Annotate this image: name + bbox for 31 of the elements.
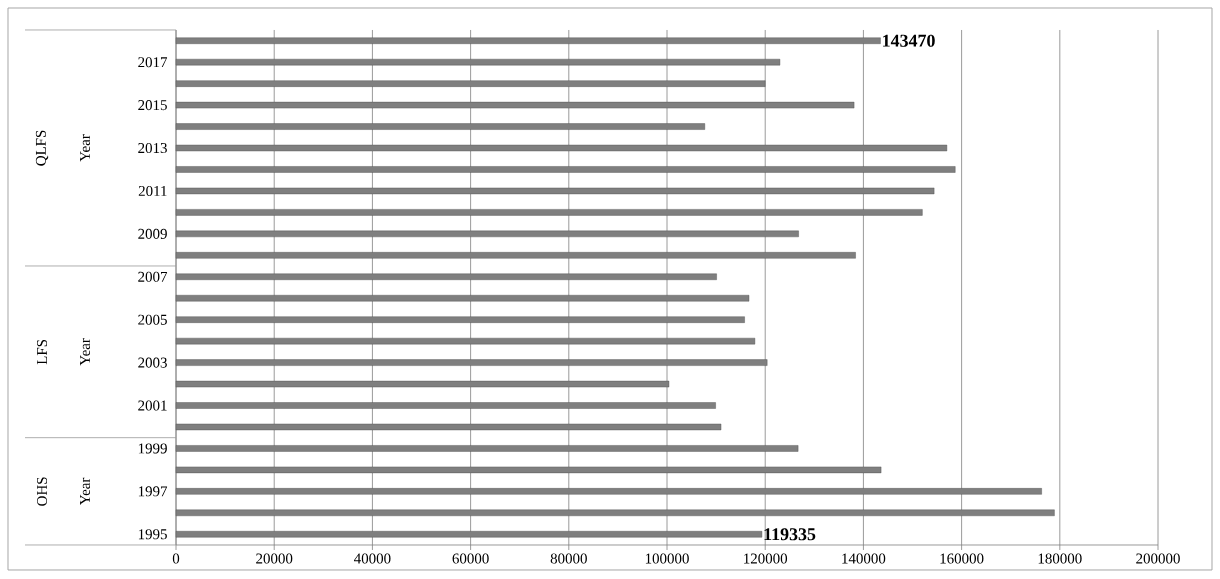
y-tick-label: 2013: [138, 142, 167, 154]
y-tick-label: 2017: [138, 57, 168, 68]
y-tick-label: 1997: [138, 486, 168, 497]
x-tick-label: 40000: [354, 553, 391, 564]
x-tick-label: 180000: [1038, 553, 1082, 564]
y-tick-label: 2001: [138, 400, 167, 411]
text: Year: [80, 477, 90, 505]
x-tick-label: 20000: [256, 553, 293, 564]
text: LFS: [36, 339, 48, 365]
x-tick-label: 200000: [1136, 553, 1180, 564]
y-tick-label: 2009: [138, 228, 167, 239]
y-tick-label: 1995: [138, 529, 167, 540]
y-tick-label: 2007: [138, 271, 168, 282]
x-tick-label: 80000: [550, 553, 587, 564]
text: Year: [80, 338, 90, 366]
x-tick-label: 0: [172, 553, 180, 564]
x-tick-label: 100000: [645, 553, 689, 564]
data-label: 119335: [764, 528, 816, 541]
x-tick-label: 140000: [842, 553, 886, 564]
text: QLFS: [35, 130, 49, 166]
x-tick-label: 120000: [744, 553, 788, 564]
y-tick-label: 2015: [138, 100, 167, 111]
y-tick-label: 2003: [138, 357, 167, 368]
y-tick-label: 2005: [138, 314, 167, 325]
x-tick-label: 160000: [940, 553, 984, 564]
data-label: 143470: [883, 34, 935, 47]
text: OHS: [36, 477, 48, 506]
y-tick-label: 1999: [138, 443, 167, 454]
text: Year: [80, 134, 90, 162]
y-tick-label: 2011: [138, 185, 167, 196]
x-tick-label: 60000: [452, 553, 489, 564]
